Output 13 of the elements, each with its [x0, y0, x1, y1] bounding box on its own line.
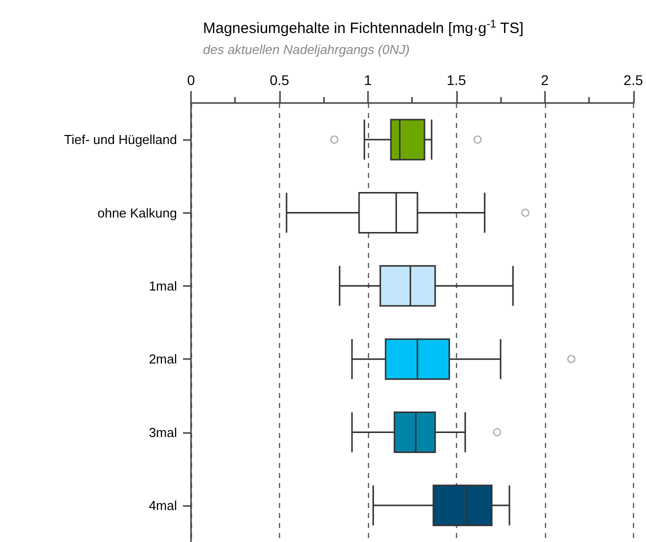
y-tick-label: 3mal — [148, 424, 178, 440]
x-tick-label: 0.5 — [270, 72, 290, 88]
chart-subtitle: des aktuellen Nadeljahrgangs (0NJ) — [203, 42, 410, 57]
x-tick-label: 1.5 — [446, 72, 466, 88]
y-tick-label: 4mal — [148, 498, 178, 513]
x-tick-label: 2.5 — [624, 72, 644, 88]
y-tick-label: Tief- und Hügelland — [64, 132, 177, 148]
x-tick-label: 0 — [187, 72, 196, 88]
x-tick-label: 1 — [364, 72, 372, 88]
y-tick-label: ohne Kalkung — [97, 205, 177, 220]
y-tick-label: 2mal — [148, 352, 178, 367]
y-tick-label: 1mal — [148, 278, 178, 294]
x-tick-label: 2 — [540, 72, 549, 88]
